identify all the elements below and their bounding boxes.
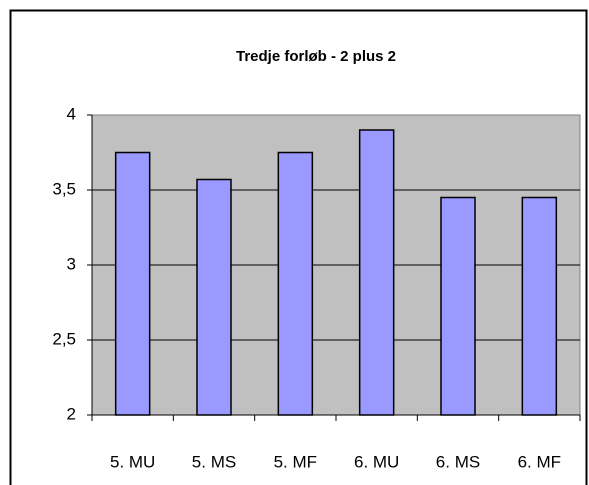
y-tick-label: 2 bbox=[67, 404, 76, 423]
bar bbox=[521, 196, 558, 416]
bar bbox=[440, 196, 476, 416]
x-tick-label: 6. MU bbox=[354, 452, 399, 471]
x-tick-label: 6. MS bbox=[436, 452, 480, 471]
y-tick-label: 3 bbox=[67, 254, 76, 273]
x-tick-label: 5. MS bbox=[192, 452, 236, 471]
chart-title: Tredje forløb - 2 plus 2 bbox=[236, 48, 396, 65]
x-tick-label: 6. MF bbox=[518, 452, 561, 471]
bar bbox=[358, 129, 395, 416]
chart-frame bbox=[9, 9, 588, 485]
bar bbox=[114, 151, 151, 416]
y-tick-label: 4 bbox=[67, 104, 76, 123]
y-tick-label: 2,5 bbox=[52, 329, 76, 348]
x-tick-label: 5. MF bbox=[274, 452, 317, 471]
y-tick-label: 3,5 bbox=[52, 179, 76, 198]
bar bbox=[196, 178, 232, 416]
x-tick-label: 5. MU bbox=[110, 452, 155, 471]
bar bbox=[277, 151, 314, 416]
